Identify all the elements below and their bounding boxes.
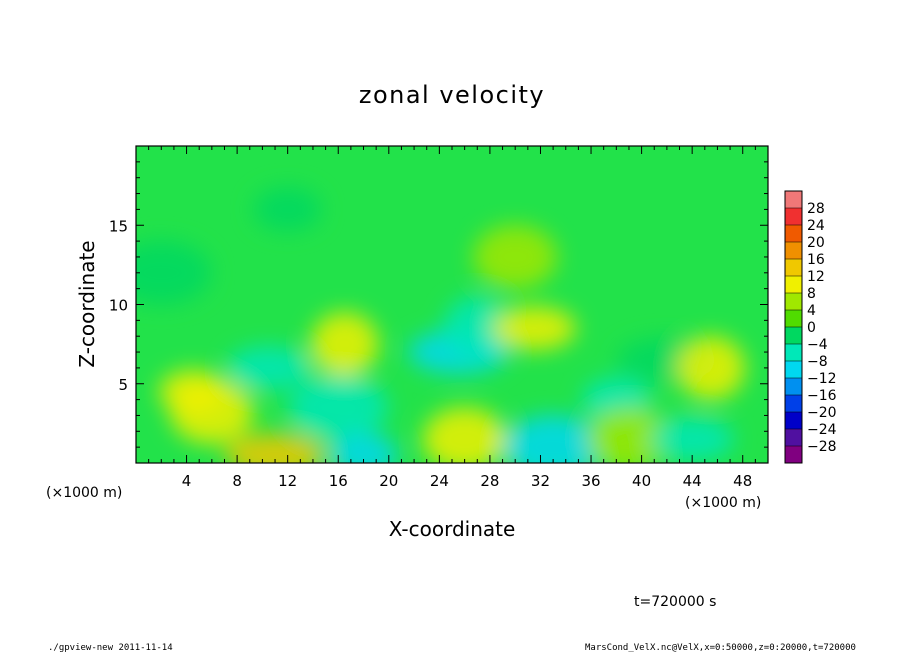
colorbar-swatch xyxy=(785,225,802,243)
colorbar-label: 0 xyxy=(807,320,816,336)
colorbar-label: −24 xyxy=(807,422,837,438)
colorbar-swatch xyxy=(785,446,802,464)
colorbar-swatch xyxy=(785,395,802,413)
x-unit-label-left: (×1000 m) xyxy=(46,485,122,501)
heatmap-cell xyxy=(650,417,735,462)
colorbar-swatch xyxy=(785,327,802,345)
x-tick-label: 48 xyxy=(733,472,752,490)
x-tick-label: 16 xyxy=(329,472,348,490)
time-annotation: t=720000 s xyxy=(634,594,717,610)
heatmap-cell xyxy=(288,375,389,440)
y-axis-label: Z-coordinate xyxy=(75,240,99,367)
x-tick-label: 24 xyxy=(430,472,449,490)
y-tick-label: 10 xyxy=(109,297,128,315)
x-tick-label: 8 xyxy=(232,472,242,490)
colorbar-label: 12 xyxy=(807,269,825,285)
colorbar-swatch xyxy=(785,208,802,226)
colorbar-label: 28 xyxy=(807,201,825,217)
y-tick-label: 5 xyxy=(118,376,128,394)
x-tick-label: 44 xyxy=(683,472,702,490)
heatmap-cell xyxy=(329,433,398,463)
x-tick-label: 12 xyxy=(278,472,297,490)
x-tick-label: 4 xyxy=(182,472,192,490)
heatmap-field xyxy=(136,146,768,463)
colorbar-label: −12 xyxy=(807,371,837,387)
colorbar-label: −8 xyxy=(807,354,828,370)
colorbar-swatch xyxy=(785,361,802,379)
heatmap-cell xyxy=(492,306,577,351)
x-tick-label: 40 xyxy=(632,472,651,490)
x-axis: 4 8 12 16 20 24 28 32 36 40 44 48 xyxy=(148,146,756,490)
colorbar-label: 8 xyxy=(807,286,816,302)
y-tick-label: 15 xyxy=(109,217,128,235)
colorbar-swatch xyxy=(785,259,802,277)
colorbar-label: 24 xyxy=(807,218,825,234)
heatmap-cell xyxy=(136,240,212,305)
heatmap-cell xyxy=(422,407,507,463)
colorbar-label: 16 xyxy=(807,252,825,268)
heatmap-cell xyxy=(473,224,558,289)
x-tick-label: 36 xyxy=(581,472,600,490)
heatmap-cell xyxy=(253,187,322,232)
colorbar-swatch xyxy=(785,276,802,294)
colorbar-swatch xyxy=(785,310,802,328)
heatmap-cell xyxy=(169,380,254,445)
heatmap-cell xyxy=(503,415,604,463)
colorbar-swatch xyxy=(785,429,802,447)
footer-right: MarsCond_VelX.nc@VelX,x=0:50000,z=0:2000… xyxy=(585,643,856,653)
heatmap-cell xyxy=(677,335,746,400)
colorbar-label: −28 xyxy=(807,439,837,455)
colorbar-label: 20 xyxy=(807,235,825,251)
x-axis-label: X-coordinate xyxy=(389,517,516,541)
x-tick-label: 20 xyxy=(379,472,398,490)
colorbar-swatch xyxy=(785,242,802,260)
heatmap-cell xyxy=(443,296,512,361)
heatmap-blobs xyxy=(136,187,746,463)
heatmap-cell xyxy=(226,345,311,390)
chart-title: zonal velocity xyxy=(359,81,545,109)
colorbar-swatch xyxy=(785,378,802,396)
colorbar-swatch xyxy=(785,293,802,311)
heatmap-cell xyxy=(310,312,379,377)
colorbar-label: −16 xyxy=(807,388,837,404)
colorbar-label: −4 xyxy=(807,337,828,353)
x-tick-label: 28 xyxy=(480,472,499,490)
colorbar-label: 4 xyxy=(807,303,816,319)
heatmap-cell xyxy=(225,433,326,463)
x-unit-label-right: (×1000 m) xyxy=(685,495,761,511)
y-axis: 5 10 15 xyxy=(109,161,768,448)
colorbar-label: −20 xyxy=(807,405,837,421)
colorbar-swatch xyxy=(785,412,802,430)
footer-left: ./gpview-new 2011-11-14 xyxy=(48,643,173,653)
x-tick-label: 32 xyxy=(531,472,550,490)
colorbar-swatch xyxy=(785,191,802,209)
colorbar-swatch xyxy=(785,344,802,362)
heatmap-cell xyxy=(586,407,671,463)
